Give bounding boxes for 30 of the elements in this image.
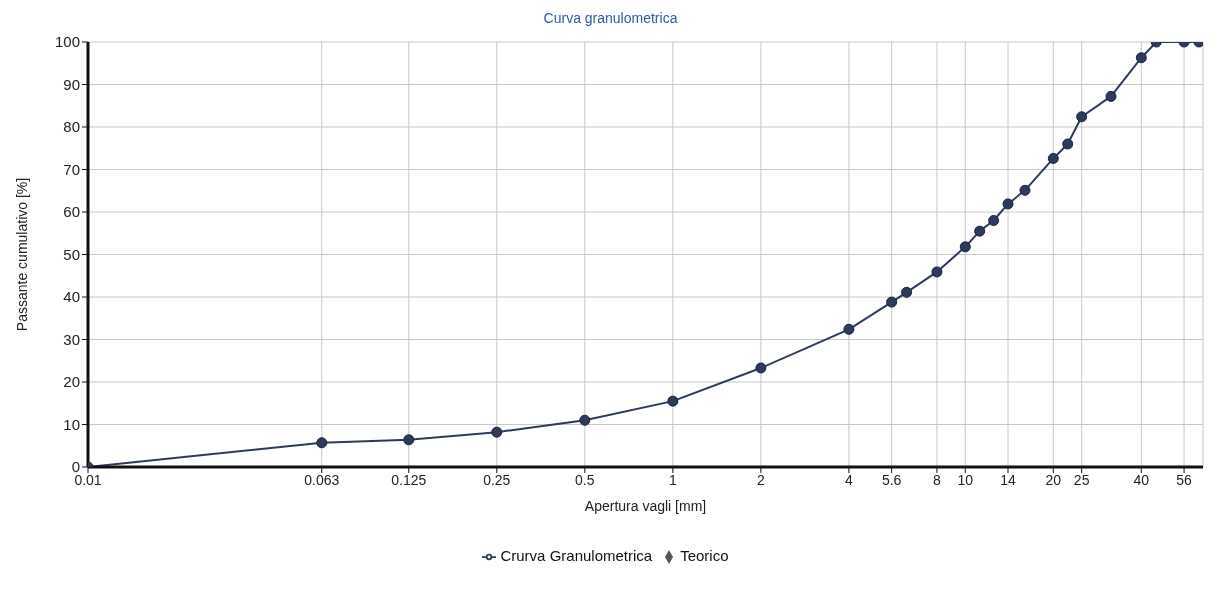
y-tick-label: 20 — [63, 373, 80, 391]
x-tick-label: 0.25 — [483, 471, 511, 488]
x-tick-label: 0.125 — [391, 471, 427, 488]
x-tick-label: 8 — [933, 471, 942, 488]
y-tick-label: 60 — [63, 203, 80, 221]
x-tick-label: 40 — [1133, 471, 1150, 488]
x-tick-label: 10 — [957, 471, 974, 488]
y-tick-label: 90 — [63, 75, 80, 93]
chart-title: Curva granulometrica — [542, 9, 679, 28]
x-tick-label: 4 — [845, 471, 854, 488]
legend-label: Crurva Granulometrica — [500, 547, 653, 564]
x-tick-label: 25 — [1073, 471, 1090, 488]
x-tick-label: 14 — [1000, 471, 1017, 488]
y-tick-label: 50 — [63, 245, 80, 263]
y-tick-label: 100 — [54, 33, 80, 51]
x-tick-label: 20 — [1045, 471, 1062, 488]
y-tick-label: 30 — [63, 330, 80, 348]
legend-label: Teorico — [680, 547, 729, 564]
y-axis-title: Passante cumulativo [%] — [13, 177, 30, 332]
x-tick-label: 1 — [668, 471, 677, 488]
x-tick-label: 5.6 — [881, 471, 902, 488]
x-tick-label: 0.063 — [304, 471, 340, 488]
x-axis-title: Apertura vagli [mm] — [584, 498, 707, 514]
y-tick-label: 80 — [63, 118, 80, 136]
x-tick-label: 0.5 — [575, 471, 595, 488]
y-tick-label: 10 — [63, 415, 80, 433]
x-tick-label: 2 — [756, 471, 765, 488]
x-tick-label: 56 — [1176, 471, 1193, 488]
y-tick-label: 40 — [63, 288, 80, 306]
y-tick-label: 70 — [63, 160, 80, 178]
